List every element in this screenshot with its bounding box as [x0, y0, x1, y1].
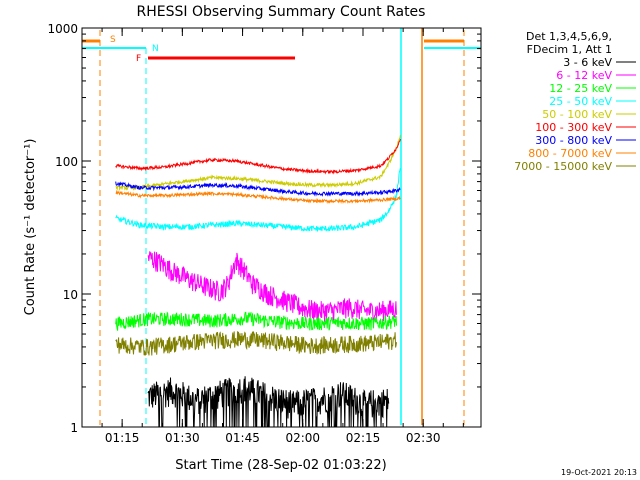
- legend-label: 6 - 12 keV: [556, 69, 612, 82]
- flag-label-f: F: [136, 54, 141, 64]
- x-tick-label: 02:00: [285, 431, 320, 445]
- footer-date: 19-Oct-2021 20:13: [561, 468, 637, 477]
- legend-label: 12 - 25 keV: [549, 82, 612, 95]
- legend-label: 25 - 50 keV: [549, 95, 612, 108]
- observing-flags: S N F: [82, 28, 481, 425]
- x-tick-label: 01:45: [225, 431, 260, 445]
- series-line-6: [115, 181, 401, 197]
- series-line-8: [115, 331, 397, 356]
- y-tick-label: 100: [55, 155, 78, 169]
- legend-label: 3 - 6 keV: [563, 56, 612, 69]
- series-line-2: [115, 311, 397, 331]
- series-line-7: [115, 189, 401, 205]
- series-line-0: [147, 376, 390, 428]
- legend-label: 300 - 800 keV: [535, 134, 612, 147]
- y-tick-label: 1000: [47, 22, 78, 36]
- axis-ticks: 01:15 01:30 01:45 02:00 02:15 02:30 1 10 100 1000: [47, 22, 481, 445]
- flag-label-n: N: [152, 44, 159, 54]
- legend-label: 50 - 100 keV: [542, 108, 612, 121]
- series-line-5: [115, 138, 401, 175]
- legend-label: 7000 - 15000 keV: [514, 160, 612, 173]
- y-axis-label: Count Rate (s⁻¹ detector⁻¹): [23, 139, 38, 316]
- series-line-4: [115, 135, 401, 191]
- y-tick-label: 10: [63, 288, 78, 302]
- x-tick-label: 02:30: [406, 431, 441, 445]
- series-line-1: [147, 251, 397, 324]
- flag-label-s: S: [110, 35, 116, 45]
- plot-frame: [81, 27, 482, 428]
- x-tick-label: 01:15: [105, 431, 140, 445]
- legend-header: Det 1,3,4,5,6,9,: [526, 30, 612, 43]
- legend-label: 100 - 300 keV: [535, 121, 612, 134]
- x-tick-label: 01:30: [165, 431, 200, 445]
- legend-header: FDecim 1, Att 1: [527, 43, 612, 56]
- legend-label: 800 - 7000 keV: [528, 147, 612, 160]
- x-tick-label: 02:15: [346, 431, 381, 445]
- x-axis-label: Start Time (28-Sep-02 01:03:22): [175, 458, 386, 473]
- chart-title: RHESSI Observing Summary Count Rates: [137, 4, 426, 20]
- series-line-3: [115, 167, 401, 232]
- legend: Det 1,3,4,5,6,9,FDecim 1, Att 13 - 6 keV…: [514, 30, 636, 173]
- y-tick-label: 1: [70, 421, 78, 435]
- series-lines: [115, 135, 401, 428]
